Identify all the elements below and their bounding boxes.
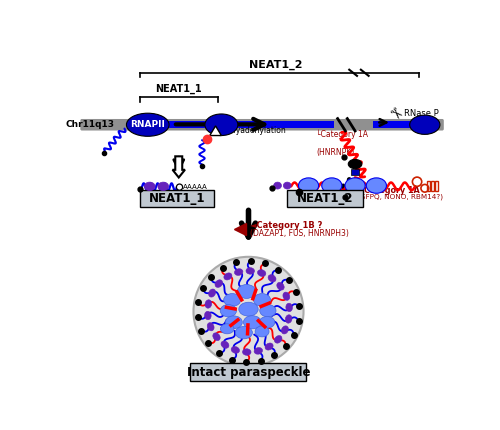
Ellipse shape: [220, 304, 236, 317]
Text: ◄Category 1A: ◄Category 1A: [358, 186, 420, 195]
Bar: [427, 181, 430, 191]
Ellipse shape: [284, 182, 291, 189]
Ellipse shape: [205, 114, 238, 135]
FancyArrow shape: [172, 157, 185, 178]
Bar: [430, 181, 434, 191]
Bar: [372, 121, 423, 128]
Ellipse shape: [244, 316, 262, 329]
Text: RNase P: RNase P: [404, 110, 438, 119]
Bar: [351, 169, 359, 175]
Text: Chr11q13: Chr11q13: [66, 120, 114, 129]
Ellipse shape: [221, 341, 229, 348]
Ellipse shape: [282, 326, 288, 334]
Bar: [128, 121, 334, 128]
FancyBboxPatch shape: [140, 190, 214, 207]
Ellipse shape: [236, 326, 252, 339]
Text: AAAAA: AAAAA: [184, 184, 208, 190]
Ellipse shape: [260, 316, 275, 328]
Ellipse shape: [205, 300, 212, 308]
Ellipse shape: [258, 270, 266, 276]
Ellipse shape: [366, 178, 386, 193]
Circle shape: [194, 257, 304, 366]
Ellipse shape: [246, 267, 254, 274]
Ellipse shape: [224, 294, 241, 306]
Ellipse shape: [283, 292, 290, 300]
Ellipse shape: [234, 269, 243, 275]
Ellipse shape: [345, 178, 365, 193]
Text: (DAZAP1, FUS, HNRNPH3): (DAZAP1, FUS, HNRNPH3): [250, 229, 350, 238]
Ellipse shape: [239, 302, 258, 316]
Ellipse shape: [268, 275, 276, 282]
Ellipse shape: [207, 322, 214, 331]
Ellipse shape: [286, 303, 292, 312]
Ellipse shape: [220, 324, 234, 334]
Text: NEAT1_1: NEAT1_1: [148, 192, 205, 205]
Ellipse shape: [208, 289, 216, 297]
Text: └Category 1A: └Category 1A: [316, 130, 368, 139]
Ellipse shape: [410, 115, 440, 135]
Text: ✂: ✂: [385, 104, 404, 124]
Text: NEAT1_1: NEAT1_1: [156, 84, 202, 94]
Text: polyadenylation: polyadenylation: [224, 126, 286, 135]
Text: Intact paraspeckle: Intact paraspeckle: [187, 366, 310, 379]
Ellipse shape: [348, 160, 362, 169]
Ellipse shape: [255, 326, 269, 337]
Ellipse shape: [242, 349, 251, 355]
Ellipse shape: [224, 273, 232, 280]
Circle shape: [176, 184, 182, 190]
Ellipse shape: [238, 285, 256, 298]
Ellipse shape: [225, 316, 242, 329]
Ellipse shape: [260, 304, 276, 317]
FancyBboxPatch shape: [190, 363, 306, 381]
Ellipse shape: [213, 333, 220, 341]
Text: NEAT1_2: NEAT1_2: [249, 59, 302, 70]
FancyBboxPatch shape: [80, 119, 444, 131]
Text: ◄Category 1B ?: ◄Category 1B ?: [250, 221, 323, 230]
Ellipse shape: [204, 311, 211, 320]
Text: RNAPII: RNAPII: [130, 120, 165, 129]
Ellipse shape: [126, 113, 169, 136]
Polygon shape: [210, 126, 222, 135]
Ellipse shape: [298, 178, 318, 193]
Ellipse shape: [158, 182, 168, 190]
Ellipse shape: [215, 280, 222, 287]
Ellipse shape: [144, 182, 155, 190]
Ellipse shape: [277, 283, 284, 290]
Ellipse shape: [274, 182, 281, 189]
Ellipse shape: [254, 294, 270, 306]
Ellipse shape: [322, 178, 342, 193]
Bar: [434, 181, 438, 191]
Ellipse shape: [254, 347, 262, 354]
Text: (SFPQ, NONO, RBM14?): (SFPQ, NONO, RBM14?): [358, 194, 443, 200]
Text: (HNRNPK): (HNRNPK): [316, 148, 354, 157]
FancyBboxPatch shape: [287, 190, 363, 207]
Text: NEAT1_2: NEAT1_2: [297, 192, 354, 205]
Ellipse shape: [231, 347, 239, 353]
Ellipse shape: [274, 335, 282, 343]
Ellipse shape: [265, 343, 273, 350]
Ellipse shape: [286, 315, 292, 323]
